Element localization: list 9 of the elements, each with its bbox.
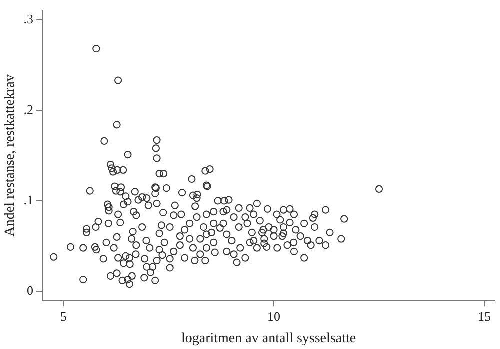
y-tick-label: .1	[24, 192, 34, 208]
y-tick-label: .2	[24, 102, 34, 117]
y-axis-title: Andel restanse, restkattekrav	[3, 74, 18, 237]
y-tick-label: .3	[24, 11, 34, 26]
y-tick-label: 0	[27, 282, 34, 298]
x-axis-title: logaritmen av antall sysselsatte	[181, 331, 356, 346]
x-tick-label: 10	[268, 308, 281, 324]
x-tick-label: 15	[478, 308, 491, 324]
x-tick-label: 5	[60, 308, 67, 324]
